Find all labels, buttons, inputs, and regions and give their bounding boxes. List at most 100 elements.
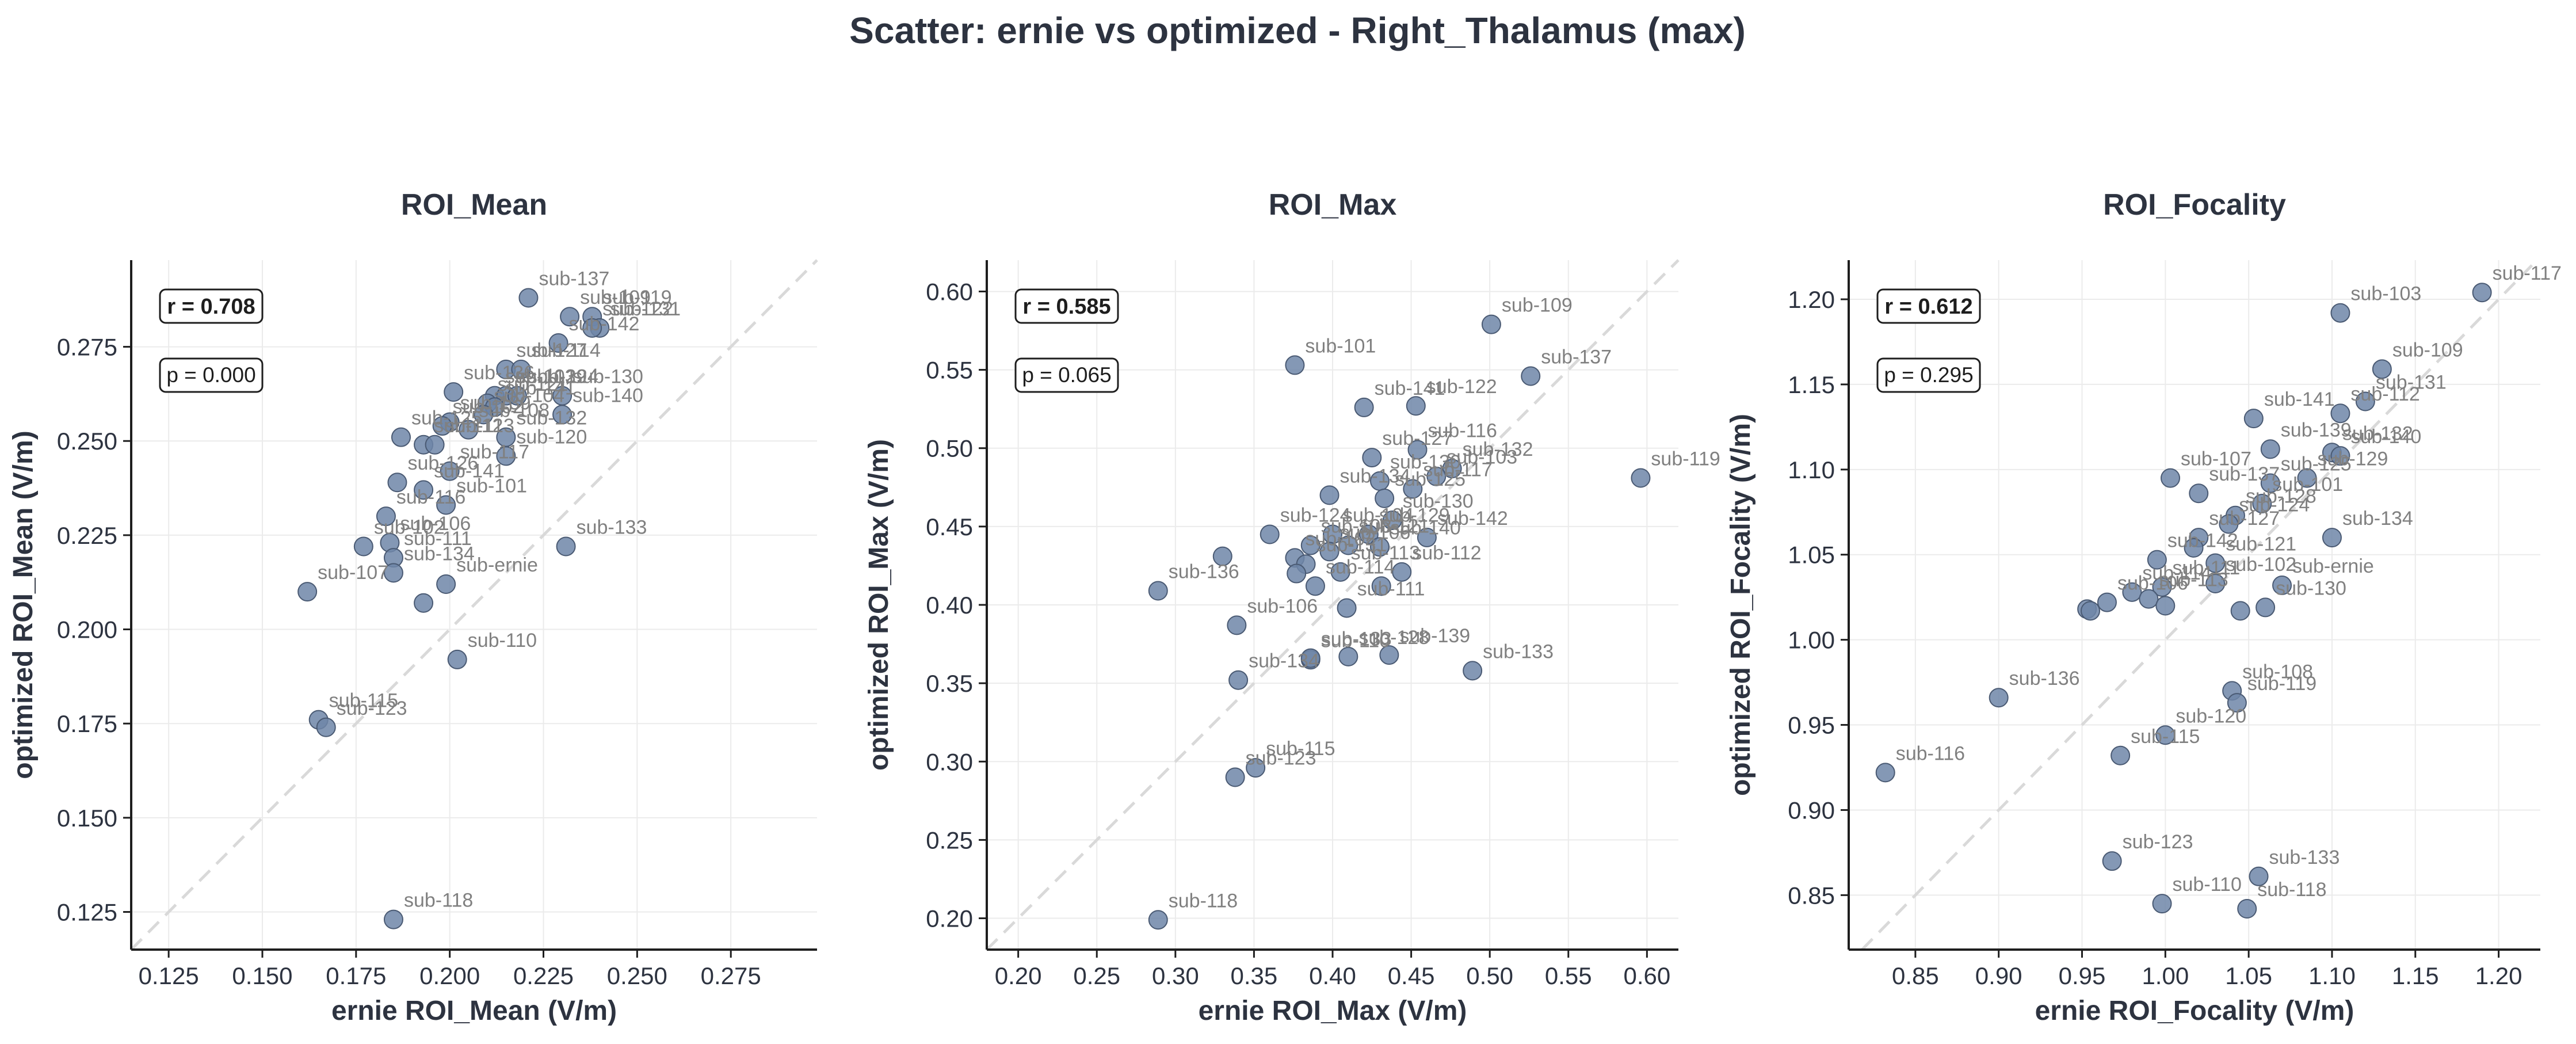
x-tick-label: 1.05 xyxy=(2225,962,2272,989)
point-label: sub-111 xyxy=(404,528,472,550)
point-label: sub-103 xyxy=(505,366,576,388)
x-tick-label: 1.20 xyxy=(2475,962,2522,989)
data-point xyxy=(1631,468,1651,488)
point-label: sub-117 xyxy=(460,441,529,463)
x-tick-label: 0.35 xyxy=(1231,962,1278,989)
data-point xyxy=(1287,563,1307,584)
data-point xyxy=(1260,524,1280,544)
y-tick-label: 0.35 xyxy=(926,670,973,697)
data-point xyxy=(1338,535,1358,555)
point-label: sub-124 xyxy=(2239,494,2310,516)
point-label: sub-119 xyxy=(602,287,671,308)
point-label: sub-114 xyxy=(531,340,600,361)
point-label: sub-109 xyxy=(2392,339,2463,361)
point-label: sub-125 xyxy=(411,407,482,429)
data-point xyxy=(2260,439,2280,459)
point-label: sub-116 xyxy=(1428,420,1497,441)
p-stat-box xyxy=(1876,357,1981,393)
data-point xyxy=(1300,535,1321,555)
data-point xyxy=(2330,303,2350,323)
data-point xyxy=(2297,468,2317,488)
point-label: sub-115 xyxy=(2131,726,2200,748)
x-tick-label: 0.225 xyxy=(513,962,574,989)
data-point xyxy=(1319,542,1339,562)
x-tick-label: 0.30 xyxy=(1152,962,1199,989)
point-label: sub-133 xyxy=(1321,628,1392,650)
point-label: sub-119 xyxy=(2247,673,2317,695)
data-point xyxy=(1228,670,1249,690)
point-label: sub-115 xyxy=(329,690,398,712)
x-tick-label: 0.150 xyxy=(232,962,292,989)
point-label: sub-136 xyxy=(1169,561,1239,582)
data-point xyxy=(1989,688,2009,708)
point-label: sub-103 xyxy=(1447,447,1517,468)
y-tick-label: 0.20 xyxy=(926,905,973,932)
data-point xyxy=(1225,767,1245,787)
data-point xyxy=(1392,562,1412,582)
point-label: sub-134 xyxy=(1340,465,1411,487)
y-tick-label: 1.05 xyxy=(1788,542,1835,569)
data-point xyxy=(2330,446,2350,466)
r-stat-text: r = 0.585 xyxy=(1022,295,1110,319)
point-label: sub-121 xyxy=(498,374,568,395)
point-label: sub-113 xyxy=(1351,542,1420,564)
y-tick-label: 0.175 xyxy=(57,710,117,737)
data-point xyxy=(1382,510,1402,530)
point-label: sub-107 xyxy=(2181,448,2251,470)
point-label: sub-122 xyxy=(602,298,673,320)
data-point xyxy=(2102,851,2122,871)
x-tick-label: 0.50 xyxy=(1466,962,1513,989)
identity-line xyxy=(1861,259,2538,951)
data-point xyxy=(376,506,396,527)
point-label: sub-136 xyxy=(464,362,535,384)
point-label: sub-101 xyxy=(456,475,527,497)
point-label: sub-108 xyxy=(2242,661,2313,683)
p-stat-text: p = 0.000 xyxy=(166,363,255,387)
data-point xyxy=(1362,448,1382,468)
y-tick-label: 0.95 xyxy=(1788,712,1835,739)
data-point xyxy=(459,420,479,440)
figure-title: Scatter: ernie vs optimized - Right_Thal… xyxy=(849,10,1746,51)
point-label: sub-110 xyxy=(1321,630,1390,651)
data-point xyxy=(1338,646,1358,666)
data-point xyxy=(447,649,467,669)
p-stat-text: p = 0.295 xyxy=(1884,363,1973,387)
point-label: sub-142 xyxy=(569,313,640,335)
r-stat-text: r = 0.612 xyxy=(1884,295,1972,319)
x-tick-label: 1.10 xyxy=(2308,962,2356,989)
data-point xyxy=(440,461,460,481)
x-tick-label: 0.55 xyxy=(1545,962,1592,989)
point-label: sub-128 xyxy=(2246,486,2317,508)
data-point xyxy=(496,446,516,466)
point-label: sub-142 xyxy=(2167,530,2238,552)
y-tick-label: 1.20 xyxy=(1788,286,1835,313)
point-label: sub-134 xyxy=(2342,508,2413,529)
y-tick-label: 1.00 xyxy=(1788,627,1835,654)
data-point xyxy=(1426,466,1447,486)
point-label: sub-130 xyxy=(1403,490,1474,512)
point-label: sub-106 xyxy=(400,513,471,535)
data-point xyxy=(1300,648,1321,668)
data-point xyxy=(383,909,403,929)
data-point xyxy=(2243,409,2264,429)
y-tick-label: 0.250 xyxy=(57,428,117,455)
data-point xyxy=(1375,488,1395,508)
data-point xyxy=(1442,459,1462,479)
y-tick-label: 0.90 xyxy=(1788,797,1835,824)
data-point xyxy=(1406,396,1426,416)
data-point xyxy=(2219,514,2239,534)
point-label: sub-130 xyxy=(1390,451,1461,473)
data-point xyxy=(2097,592,2117,612)
data-point xyxy=(2472,283,2492,303)
point-label: sub-126 xyxy=(407,452,478,474)
y-tick-label: 0.25 xyxy=(926,826,973,854)
y-tick-label: 0.85 xyxy=(1788,882,1835,909)
point-label: sub-113 xyxy=(445,415,514,437)
r-stat-box xyxy=(1014,288,1119,324)
data-point xyxy=(297,582,318,602)
data-point xyxy=(2080,601,2100,621)
point-label: sub-139 xyxy=(460,392,531,414)
point-label: sub-137 xyxy=(539,268,609,289)
panels: 0.125 0.150 0.175 0.200 0.225 0.250 0.275 0.125… xyxy=(8,188,2562,1026)
x-tick-label: 0.200 xyxy=(419,962,480,989)
